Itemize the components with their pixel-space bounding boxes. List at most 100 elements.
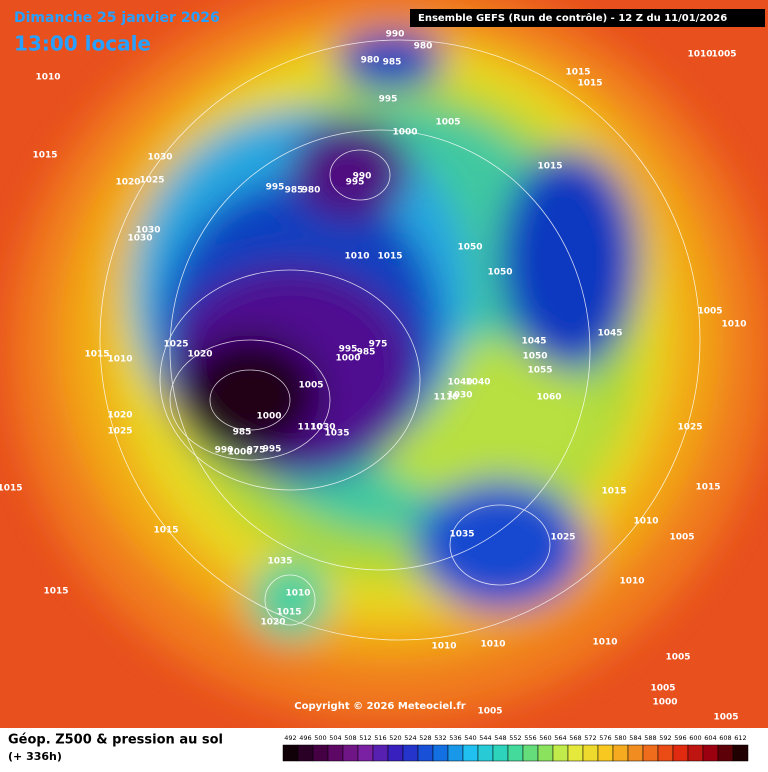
isobar-label: 1015 <box>601 487 626 497</box>
run-info: Ensemble GEFS (Run de contrôle) - 12 Z d… <box>418 12 727 24</box>
legend-swatch <box>567 744 584 762</box>
isobar-label: 1110 <box>297 423 322 433</box>
legend-label: 612 <box>734 734 746 742</box>
isobar-label: 985 <box>285 186 304 196</box>
legend-label: 544 <box>479 734 491 742</box>
legend-label: 496 <box>299 734 311 742</box>
isobar-label: 1010 <box>431 642 456 652</box>
isobar-label: 1000 <box>652 698 677 708</box>
isobar-label: 990 <box>353 172 372 182</box>
legend-swatch <box>477 744 494 762</box>
legend-label: 524 <box>404 734 416 742</box>
isobar-label: 1040 <box>447 378 472 388</box>
isobar-label: 1045 <box>521 337 546 347</box>
legend-swatch <box>612 744 629 762</box>
isobar-label: 1035 <box>449 530 474 540</box>
legend-swatch <box>312 744 329 762</box>
legend-swatch <box>462 744 479 762</box>
isobar-label: 1060 <box>536 393 561 403</box>
legend-swatch <box>282 744 299 762</box>
isobar-label: 1010 <box>633 517 658 527</box>
isobar-label: 1030 <box>447 391 472 401</box>
isobar-label: 980 <box>361 56 380 66</box>
legend-swatch <box>732 744 749 762</box>
legend-label: 588 <box>644 734 656 742</box>
isobar-label: 1025 <box>677 423 702 433</box>
legend-label: 532 <box>434 734 446 742</box>
isobar-label: 1010 <box>285 589 310 599</box>
legend-label: 600 <box>689 734 701 742</box>
legend-swatch <box>597 744 614 762</box>
isobar-label: 1005 <box>697 307 722 317</box>
date: Dimanche 25 janvier 2026 <box>14 10 220 26</box>
isobar-label: 1005 <box>298 381 323 391</box>
legend-swatch <box>327 744 344 762</box>
legend-swatch <box>687 744 704 762</box>
isobar-label: 1010 <box>480 640 505 650</box>
isobar-label: 1035 <box>324 429 349 439</box>
isobar-label: 1010 <box>592 638 617 648</box>
isobar-label: 990 <box>215 446 234 456</box>
isobar-label: 980 <box>302 186 321 196</box>
isobar-label: 1010 <box>107 355 132 365</box>
isobar-label: 1015 <box>32 151 57 161</box>
isobar-label: 1050 <box>522 352 547 362</box>
isobar-label: 1030 <box>147 153 172 163</box>
isobar-label: 1015 <box>577 79 602 89</box>
legend-swatch <box>522 744 539 762</box>
isobar-label: 1030 <box>127 234 152 244</box>
legend-label: 596 <box>674 734 686 742</box>
isobar-label: 995 <box>266 183 285 193</box>
isobar-label: 1050 <box>457 243 482 253</box>
isobar-label: 1015 <box>276 608 301 618</box>
legend-swatch <box>372 744 389 762</box>
legend-label: 540 <box>464 734 476 742</box>
isobar-label: 1020 <box>107 411 132 421</box>
legend-swatch <box>387 744 404 762</box>
isobar-label: 1000 <box>335 354 360 364</box>
legend-label: 536 <box>449 734 461 742</box>
legend-label: 548 <box>494 734 506 742</box>
legend-label: 560 <box>539 734 551 742</box>
isobar-label: 1035 <box>267 557 292 567</box>
legend-label: 580 <box>614 734 626 742</box>
time: 13:00 locale <box>14 32 151 56</box>
isobar-label: 1110 <box>433 393 458 403</box>
isobar-label: 1010 <box>619 577 644 587</box>
isobar-label: 975 <box>369 340 388 350</box>
legend: 492 496 500 504 508 512 516 520 524 528 532 536 540 5… <box>282 734 749 762</box>
legend-swatch <box>642 744 659 762</box>
legend-label: 572 <box>584 734 596 742</box>
isobar-label: 1005 <box>711 50 736 60</box>
isobar-label: 1015 <box>565 68 590 78</box>
isobar-label: 1025 <box>550 533 575 543</box>
legend-swatch <box>402 744 419 762</box>
isobar-label: 995 <box>346 178 365 188</box>
legend-swatch <box>672 744 689 762</box>
legend-label: 568 <box>569 734 581 742</box>
isobar-label: 1005 <box>477 707 502 717</box>
isobar-label: 1015 <box>377 252 402 262</box>
isobar-label: 1015 <box>43 587 68 597</box>
isobar-label: 1015 <box>153 526 178 536</box>
isobar-label: 1015 <box>695 483 720 493</box>
isobar-label: 1010 <box>687 50 712 60</box>
legend-swatch <box>582 744 599 762</box>
copyright: Copyright © 2026 Meteociel.fr <box>294 701 465 712</box>
legend-label: 608 <box>719 734 731 742</box>
isobar-label: 1010 <box>344 252 369 262</box>
isobar-label: 1045 <box>597 329 622 339</box>
isobar-label: 1055 <box>527 366 552 376</box>
isobar-label: 995 <box>263 445 282 455</box>
legend-label: 552 <box>509 734 521 742</box>
isobar-label: 1000 <box>392 128 417 138</box>
isobar-label: 1000 <box>256 412 281 422</box>
isobar-label: 1015 <box>537 162 562 172</box>
legend-swatch <box>297 744 314 762</box>
legend-label: 592 <box>659 734 671 742</box>
legend-swatch <box>552 744 569 762</box>
isobar-label: 1005 <box>665 653 690 663</box>
isobar-label: 1020 <box>260 618 285 628</box>
legend-swatch <box>627 744 644 762</box>
isobar-label: 1010 <box>721 320 746 330</box>
